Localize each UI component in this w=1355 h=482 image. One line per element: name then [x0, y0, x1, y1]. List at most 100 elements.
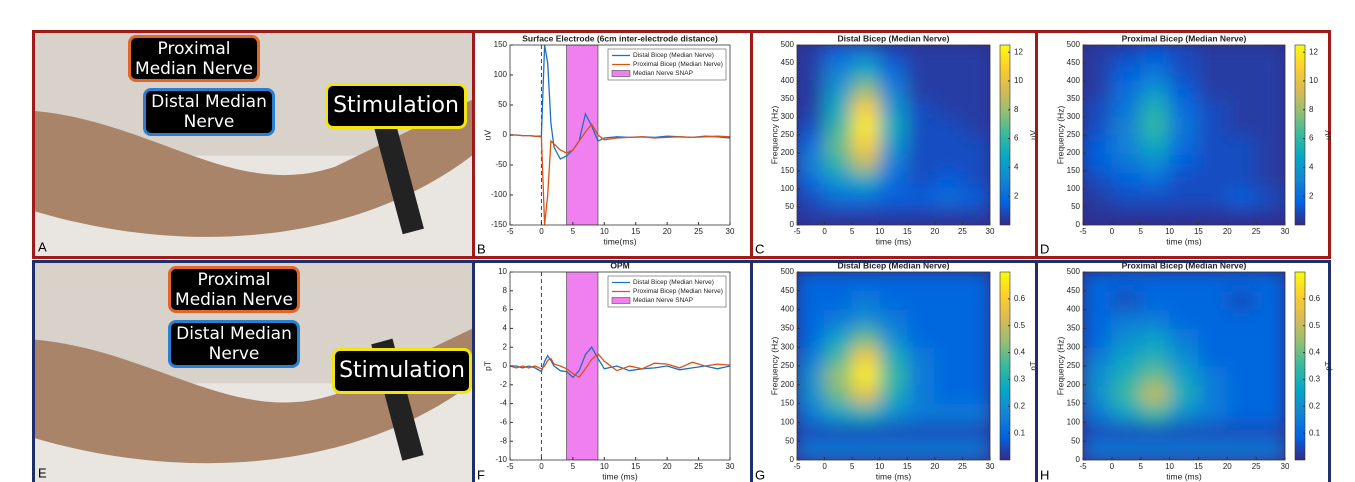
arm — [35, 99, 472, 237]
y-tick-label: 250 — [1067, 361, 1081, 370]
plot-area — [1083, 45, 1285, 225]
heatmap-cell — [961, 45, 990, 64]
heatmap-cell — [851, 346, 881, 367]
heatmap-cell — [961, 80, 990, 100]
x-axis-label: time (ms) — [1166, 236, 1202, 246]
colorbar-tick-label: 12 — [1014, 47, 1023, 56]
heatmap-cell — [1111, 384, 1142, 405]
heatmap-cell — [1226, 327, 1257, 348]
legend: Distal Bicep (Median Nerve) Proximal Bice… — [607, 48, 727, 81]
y-axis-label: Frequency (Hz) — [1055, 337, 1065, 396]
photo: A — [35, 33, 472, 256]
heatmap-cell — [1197, 170, 1228, 190]
heatmap-cell — [934, 116, 963, 136]
y-tick-label: 350 — [1067, 324, 1081, 333]
heatmap-cell — [1111, 272, 1142, 292]
heatmap-cell — [934, 272, 963, 292]
heatmap-cell — [1197, 134, 1228, 154]
y-axis-label: Frequency (Hz) — [769, 106, 779, 165]
heatmap-cell — [906, 384, 936, 405]
heatmap-cell — [851, 327, 881, 348]
series-line — [510, 346, 730, 379]
heatmap-cell — [1083, 272, 1113, 292]
panel-letter: E — [38, 465, 47, 480]
heatmap-cell — [1083, 440, 1113, 460]
y-tick-label: -10 — [495, 455, 507, 464]
heatmap-cells — [1083, 272, 1285, 460]
heatmap-cell — [851, 98, 881, 118]
colorbar-tick-label: 10 — [1309, 76, 1318, 85]
colorbar-tick-label: 0.3 — [1014, 375, 1026, 384]
heatmap-cells — [1083, 45, 1285, 225]
x-tick-label: 0 — [539, 227, 544, 236]
heatmap-cell — [1140, 206, 1171, 225]
heatmap-cell — [906, 188, 936, 208]
heatmap-cell — [1140, 327, 1171, 348]
heatmap-cell — [797, 98, 826, 118]
y-tick-label: 400 — [781, 305, 795, 314]
chart-title: Proximal Bicep (Median Nerve) — [1122, 33, 1247, 43]
heatmap-cell — [1083, 403, 1113, 423]
heatmap-cell — [851, 116, 881, 136]
plot-border — [1082, 44, 1286, 226]
heatmap-cell — [1169, 170, 1199, 190]
x-tick-label: 20 — [930, 227, 939, 236]
plot-area — [510, 272, 730, 460]
colorbar-label: pT — [1029, 361, 1038, 370]
y-tick-label: -150 — [491, 220, 508, 229]
heatmap-cell — [961, 134, 990, 154]
heatmap-cell — [1083, 290, 1113, 311]
chart-title: Surface Electrode (6cm inter-electrode d… — [522, 33, 718, 43]
heatmap-cell — [879, 206, 908, 225]
colorbar — [1294, 44, 1306, 226]
heatmap-cell — [797, 134, 826, 154]
y-tick-label: 300 — [781, 112, 795, 121]
chart-title: Distal Bicep (Median Nerve) — [838, 33, 950, 43]
colorbar — [1294, 271, 1306, 461]
heatmap-cell — [961, 365, 990, 386]
heatmap-cell — [797, 152, 826, 172]
heatmap-cell — [1255, 45, 1285, 64]
heatmap-cell — [851, 188, 881, 208]
heatmap-cell — [1226, 384, 1257, 405]
heatmap-cell — [1083, 346, 1113, 367]
series-line — [510, 352, 730, 379]
heatmap-cell — [851, 384, 881, 405]
x-tick-label: 5 — [850, 462, 855, 471]
colorbar-tick-label: 10 — [1014, 76, 1023, 85]
heatmap-cell — [1111, 440, 1142, 460]
y-tick-label: 300 — [1067, 112, 1081, 121]
colorbar-tick-label: 0.2 — [1014, 401, 1026, 410]
heatmap-cell — [824, 188, 853, 208]
heatmap-cell — [1226, 152, 1257, 172]
colorbar-tick-label: 6 — [1014, 134, 1019, 143]
colorbar-label: uV — [1324, 129, 1333, 139]
y-tick-label: 400 — [1067, 305, 1081, 314]
heatmap-cell — [1197, 272, 1228, 292]
heatmap-cell — [1226, 170, 1257, 190]
x-tick-label: 10 — [600, 227, 609, 236]
heatmap-cell — [797, 80, 826, 100]
colorbar-tick-label: 0.2 — [1309, 401, 1321, 410]
heatmap-cell — [1111, 98, 1142, 118]
x-tick-label: 5 — [571, 227, 576, 236]
heatmap-cell — [851, 170, 881, 190]
heatmap-cell — [934, 440, 963, 460]
x-tick-label: 20 — [663, 227, 672, 236]
heatmap-cell — [1255, 403, 1285, 423]
heatmap-cell — [797, 188, 826, 208]
heatmap-cell — [1140, 188, 1171, 208]
y-tick-label: 450 — [781, 286, 795, 295]
y-tick-label: 400 — [1067, 76, 1081, 85]
heatmap-cell — [879, 188, 908, 208]
heatmap-cell — [1111, 365, 1142, 386]
y-tick-label: 0 — [503, 130, 508, 139]
heatmap-cell — [1197, 327, 1228, 348]
heatmap-cell — [1169, 134, 1199, 154]
heatmap-cell — [797, 116, 826, 136]
y-tick-label: 300 — [781, 342, 795, 351]
heatmap-cell — [1197, 206, 1228, 225]
heatmap-cell — [961, 421, 990, 442]
heatmap-cell — [824, 170, 853, 190]
